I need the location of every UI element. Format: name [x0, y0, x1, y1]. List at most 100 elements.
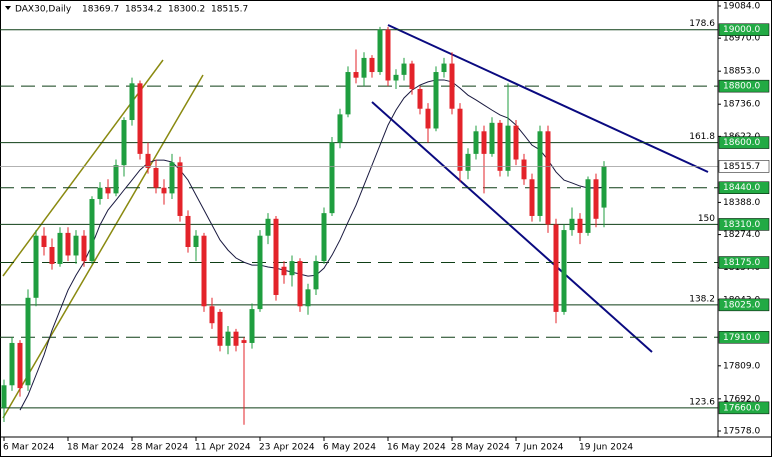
candle-body: [129, 83, 135, 121]
candle-body: [137, 83, 143, 154]
candle-body: [577, 218, 583, 233]
fib-label: 161.8: [689, 132, 715, 142]
candle-body: [17, 342, 23, 389]
candle-body: [265, 218, 271, 236]
x-tick-label: 7 Jun 2024: [515, 443, 564, 453]
y-tick-label: 17578.0: [723, 427, 760, 437]
candle-body: [41, 235, 47, 248]
candle-body: [281, 266, 287, 276]
y-tick-label: 17692.0: [723, 394, 760, 404]
candle-body: [89, 199, 95, 262]
candle-body: [1, 385, 7, 408]
candle-body: [289, 261, 295, 276]
candle-body: [385, 29, 391, 81]
level-label: 18025.0: [723, 300, 760, 310]
level-label: 17660.0: [723, 403, 760, 413]
candle-body: [369, 57, 375, 73]
candle-body: [297, 261, 303, 307]
candle-body: [201, 235, 207, 307]
candle-body: [553, 224, 559, 312]
x-tick-label: 6 May 2024: [323, 443, 376, 453]
candle-body: [569, 218, 575, 231]
candle-body: [585, 179, 591, 233]
level-label-box: [718, 218, 770, 231]
candle-body: [65, 232, 71, 256]
candle-body: [57, 232, 63, 264]
candle-body: [537, 131, 543, 216]
level-label: 18600.0: [723, 138, 760, 148]
candle-body: [217, 311, 223, 346]
x-tick-label: 11 Apr 2024: [195, 443, 251, 453]
moving-average: [19, 79, 605, 411]
trend-line: [371, 101, 653, 353]
candle-body: [457, 108, 463, 171]
candle-body: [441, 63, 447, 73]
candle-body: [97, 187, 103, 200]
candle-body: [121, 120, 127, 166]
candle-body: [169, 162, 175, 194]
candle-body: [145, 153, 151, 168]
level-label-box: [718, 181, 770, 194]
y-tick-label: 19084.0: [723, 2, 760, 12]
candle-body: [505, 125, 511, 171]
candle-body: [177, 162, 183, 216]
candle-body: [529, 179, 535, 216]
menu-arrow: [5, 6, 11, 10]
y-tick-label: 17809.0: [723, 361, 760, 371]
high-value: 18534.2: [125, 5, 162, 15]
candle-body: [425, 108, 431, 129]
fib-label: 138.2: [689, 294, 715, 304]
candle-body: [73, 235, 79, 256]
candle-body: [329, 142, 335, 214]
price-label-box: [718, 160, 770, 173]
candle-body: [561, 230, 567, 312]
candle-body: [473, 131, 479, 154]
candle-body: [305, 289, 311, 307]
candle-body: [481, 131, 487, 154]
level-label: 19000.0: [723, 25, 760, 35]
level-label-box: [718, 136, 770, 149]
candle-body: [497, 122, 503, 171]
candle-body: [185, 215, 191, 248]
fib-label: 123.6: [689, 397, 715, 407]
candle-body: [513, 125, 519, 160]
candle-body: [249, 309, 255, 343]
level-label-box: [718, 79, 770, 93]
candle-body: [417, 88, 423, 109]
candle-body: [161, 187, 167, 194]
x-tick-label: 19 Jun 2024: [579, 443, 633, 453]
plot-area: [0, 24, 718, 425]
level-label: 18175.0: [723, 258, 760, 268]
level-label: 18310.0: [723, 220, 760, 230]
candle-body: [361, 57, 367, 78]
level-label-box: [718, 298, 770, 312]
channel-line: [2, 59, 164, 277]
trend-line: [387, 24, 709, 173]
low-value: 18300.2: [168, 5, 205, 15]
symbol-title: DAX30,Daily: [15, 5, 72, 15]
candle-body: [377, 29, 383, 73]
y-tick-label: 18970.0: [723, 34, 760, 44]
candle-body: [401, 63, 407, 75]
candle-body: [233, 331, 239, 346]
fib-label: 178.6: [689, 19, 715, 29]
level-label: 18440.0: [723, 183, 760, 193]
x-tick-label: 16 May 2024: [387, 443, 446, 453]
candle-body: [593, 179, 599, 219]
candle-body: [25, 297, 31, 386]
level-label-box: [718, 331, 770, 344]
level-label-box: [718, 23, 770, 36]
candle-body: [353, 72, 359, 78]
candle-body: [81, 235, 87, 262]
candle-body: [449, 63, 455, 109]
candle-body: [9, 342, 15, 386]
candle-body: [193, 235, 199, 248]
y-tick-label: 18274.0: [723, 230, 760, 240]
y-tick-label: 18388.0: [723, 198, 760, 208]
candle-body: [313, 261, 319, 290]
candle-body: [521, 159, 527, 180]
open-value: 18369.7: [82, 5, 119, 15]
candle-body: [153, 167, 159, 188]
